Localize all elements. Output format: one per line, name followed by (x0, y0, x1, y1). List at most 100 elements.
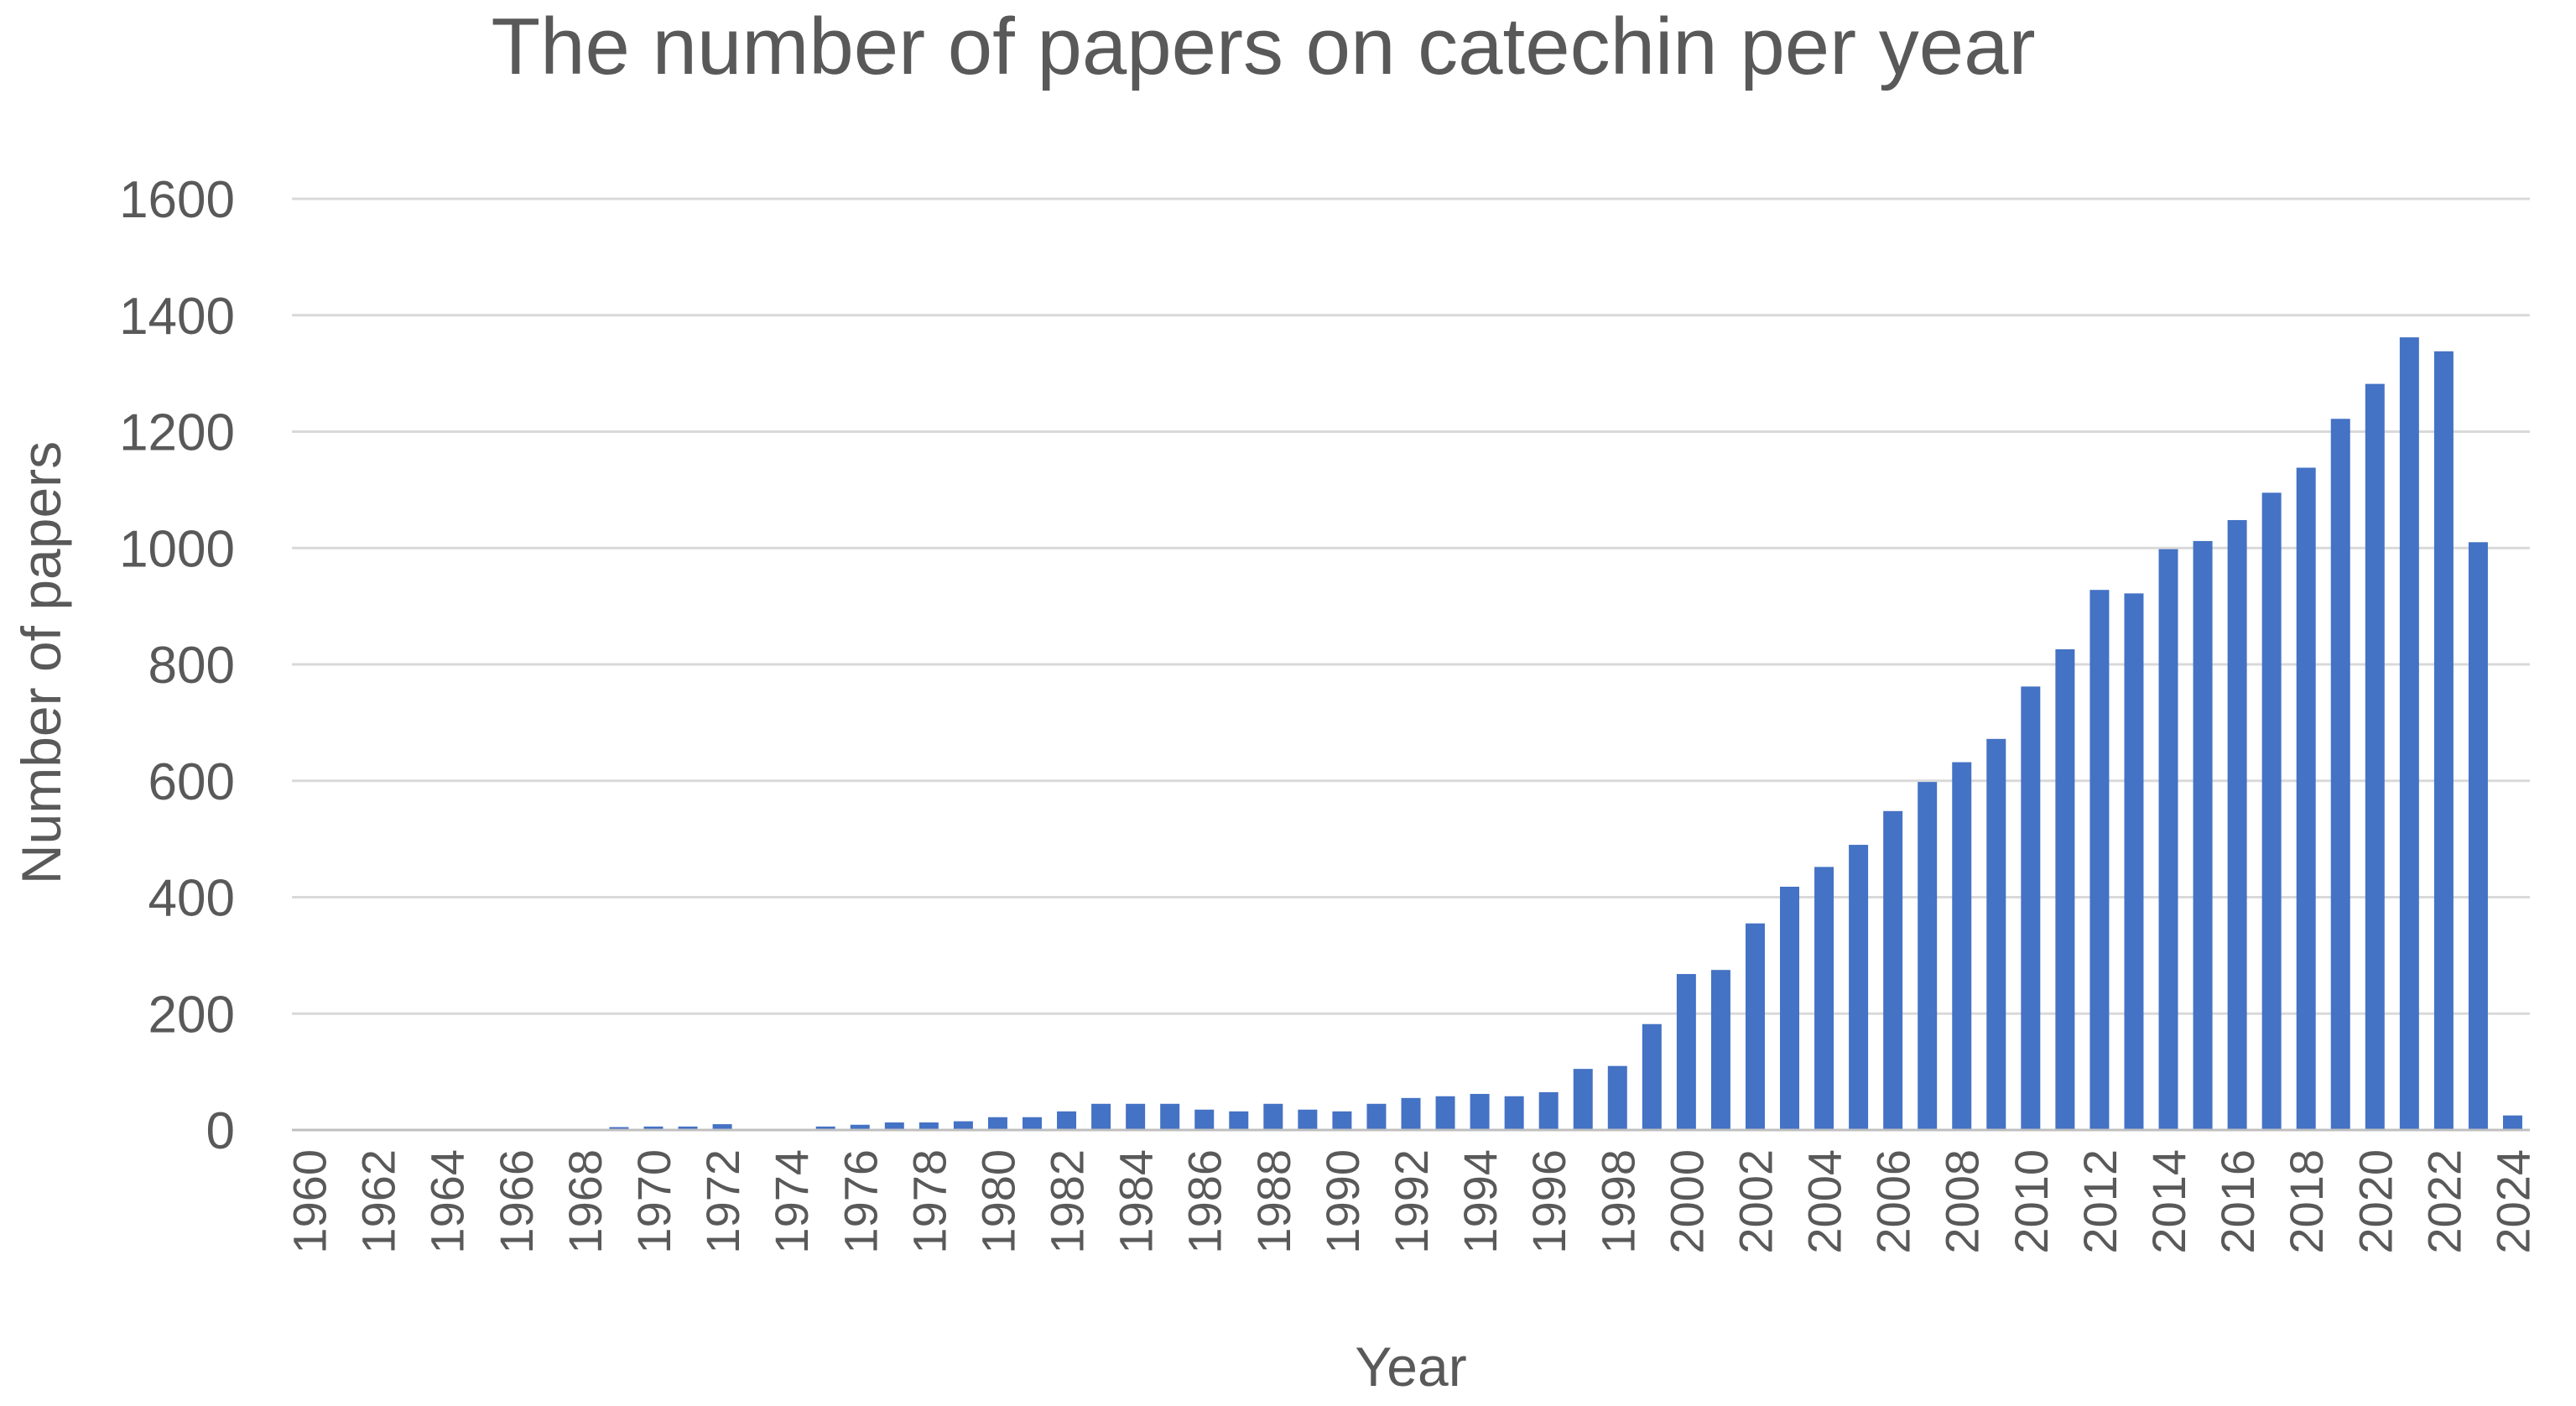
bar-2002 (1745, 923, 1765, 1130)
bar-2018 (2296, 467, 2316, 1130)
x-tick-label: 2006 (1867, 1149, 1920, 1254)
x-tick-label: 1976 (834, 1149, 887, 1254)
x-tick-label: 1968 (559, 1149, 611, 1254)
bar-2000 (1676, 974, 1696, 1130)
bar-1984 (1126, 1103, 1146, 1130)
bar-1983 (1091, 1103, 1111, 1130)
bar-1969 (609, 1127, 629, 1130)
bar-1992 (1401, 1097, 1421, 1130)
x-tick-label: 1992 (1385, 1149, 1438, 1254)
x-tick-label: 1962 (352, 1149, 405, 1254)
x-tick-label: 1978 (903, 1149, 955, 1254)
x-tick-label: 1972 (696, 1149, 749, 1254)
gridlines (292, 197, 2530, 1015)
x-tick-label: 1982 (1041, 1149, 1094, 1254)
bar-2023 (2468, 542, 2488, 1130)
bar-1998 (1607, 1065, 1627, 1130)
bar-1982 (1057, 1111, 1077, 1130)
x-tick-label: 2004 (1798, 1149, 1851, 1254)
bar-2008 (1952, 762, 1972, 1130)
x-tick-label: 2022 (2417, 1149, 2470, 1254)
bar-1994 (1470, 1093, 1490, 1130)
bar-1987 (1229, 1111, 1249, 1130)
bar-1975 (815, 1126, 835, 1130)
bar-2016 (2227, 519, 2247, 1130)
bar-2006 (1883, 810, 1903, 1130)
bar-2011 (2055, 648, 2075, 1130)
x-tick-label: 1966 (490, 1149, 543, 1254)
chart-title: The number of papers on catechin per yea… (491, 2, 2035, 91)
y-tick-label: 800 (148, 637, 235, 695)
bar-1989 (1298, 1109, 1318, 1130)
y-tick-label: 1400 (119, 288, 235, 346)
bar-1997 (1573, 1069, 1593, 1130)
bar-2014 (2158, 549, 2178, 1130)
x-tick-label: 2014 (2142, 1149, 2195, 1254)
bars (299, 337, 2522, 1130)
x-tick-label: 2012 (2074, 1149, 2126, 1254)
bar-1970 (643, 1126, 664, 1130)
x-tick-label: 1990 (1316, 1149, 1369, 1254)
bar-2005 (1849, 845, 1869, 1130)
x-tick-label: 2016 (2211, 1149, 2264, 1254)
x-tick-label: 1980 (971, 1149, 1024, 1254)
y-tick-label: 1000 (119, 520, 235, 578)
bar-2004 (1814, 867, 1834, 1130)
y-tick-label: 600 (148, 753, 235, 811)
bar-2017 (2261, 492, 2282, 1130)
x-tick-label: 2000 (1660, 1149, 1713, 1254)
bar-1978 (919, 1122, 939, 1130)
y-tick-label: 400 (148, 870, 235, 928)
x-tick-label: 2002 (1729, 1149, 1782, 1254)
x-tick-label: 1970 (627, 1149, 680, 1254)
x-tick-label: 2010 (2005, 1149, 2058, 1254)
x-tick-label: 2008 (1936, 1149, 1989, 1254)
bar-1977 (884, 1122, 904, 1130)
x-tick-label: 1988 (1247, 1149, 1300, 1254)
bar-2022 (2433, 351, 2454, 1130)
x-tick-label: 1986 (1179, 1149, 1231, 1254)
x-tick-label: 1998 (1591, 1149, 1644, 1254)
bar-1979 (953, 1121, 973, 1130)
y-tick-label: 1600 (119, 171, 235, 229)
x-tick-label: 1964 (421, 1149, 474, 1254)
y-tick-labels: 0 200 400 600 800 1000 1200 1400 1600 (119, 171, 235, 1160)
bar-1995 (1504, 1096, 1524, 1130)
bar-2013 (2124, 593, 2144, 1130)
bar-1981 (1022, 1117, 1042, 1130)
bar-1991 (1366, 1103, 1387, 1130)
x-tick-label: 1994 (1454, 1149, 1507, 1254)
x-tick-label: 2018 (2280, 1149, 2333, 1254)
x-tick-label: 1960 (284, 1149, 336, 1254)
bar-2015 (2193, 540, 2213, 1130)
bar-2020 (2365, 383, 2385, 1130)
bar-2024 (2502, 1115, 2522, 1130)
bar-1985 (1160, 1103, 1180, 1130)
bar-1971 (678, 1126, 698, 1130)
bar-1988 (1263, 1103, 1283, 1130)
x-axis-label: Year (1355, 1336, 1466, 1398)
bar-1980 (987, 1117, 1007, 1130)
bar-1990 (1332, 1111, 1352, 1130)
x-tick-label: 1984 (1110, 1149, 1163, 1254)
x-tick-label: 1996 (1522, 1149, 1575, 1254)
y-axis-label: Number of papers (10, 441, 72, 884)
bar-2021 (2399, 337, 2419, 1130)
bar-2003 (1780, 887, 1800, 1130)
bar-2019 (2330, 419, 2350, 1130)
bar-2010 (2021, 686, 2041, 1130)
x-tick-label: 2024 (2486, 1149, 2539, 1254)
bar-1976 (850, 1124, 870, 1130)
bar-1996 (1538, 1091, 1559, 1130)
bar-1986 (1194, 1109, 1215, 1130)
y-tick-label: 1200 (119, 404, 235, 462)
bar-1972 (712, 1124, 732, 1130)
bar-1993 (1435, 1096, 1455, 1130)
y-tick-label: 200 (148, 986, 235, 1044)
bar-1999 (1642, 1023, 1662, 1130)
x-tick-labels: 1960 1962 1964 1966 1968 1970 1972 1974 1976 1978… (284, 1149, 2540, 1254)
x-tick-label: 1974 (765, 1149, 818, 1254)
x-tick-label: 2020 (2349, 1149, 2402, 1254)
